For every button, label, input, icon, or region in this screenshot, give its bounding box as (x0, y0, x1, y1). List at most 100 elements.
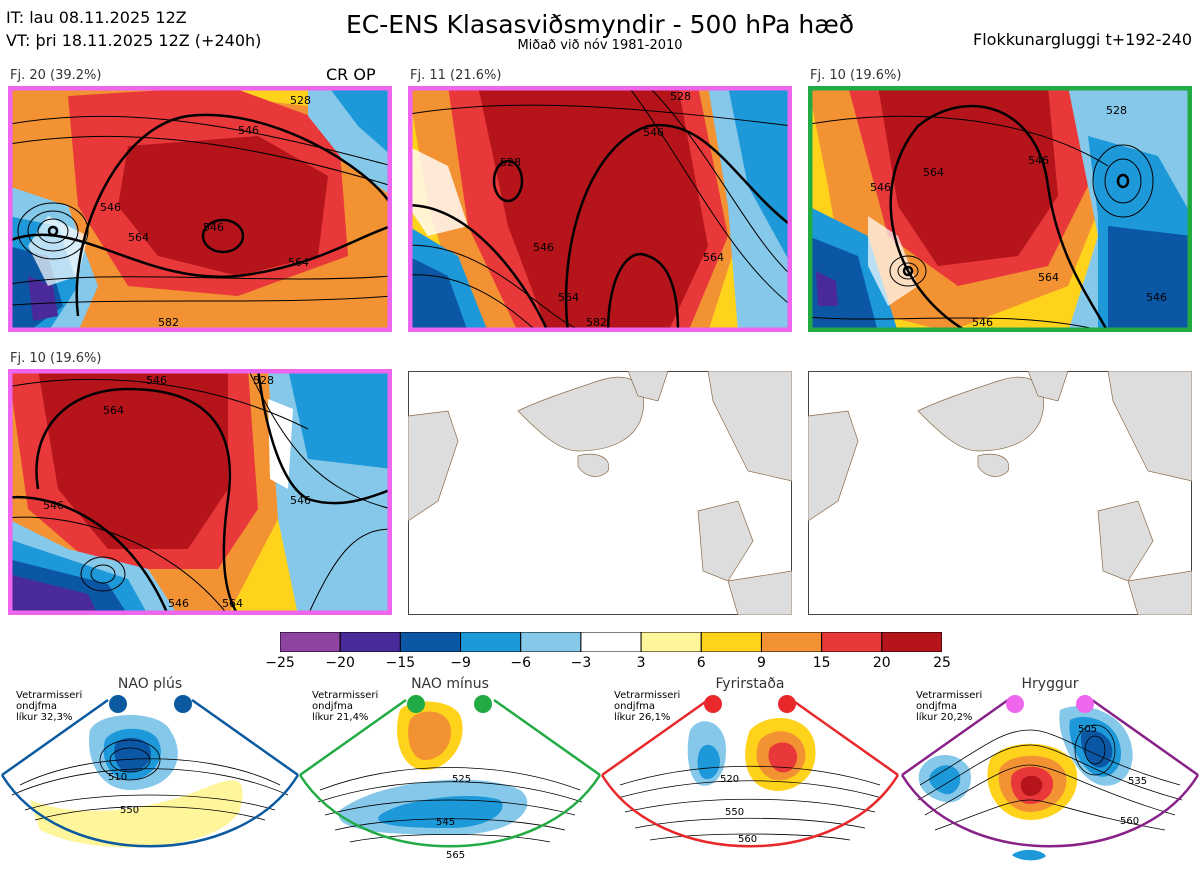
regime-2-note: Vetrarmisseri ondjfma líkur 21,4% (312, 690, 378, 723)
regime-3-dot-right (778, 695, 796, 713)
panel-3-label: Fj. 10 (19.6%) (810, 68, 902, 83)
contour-label: 546 (533, 241, 554, 254)
regime-3-map: 520 550 560 (600, 695, 900, 848)
colorbar-swatch (881, 631, 943, 653)
colorbar-tick-label: 25 (933, 655, 951, 671)
contour-label: 564 (288, 256, 309, 269)
colorbar-swatch (339, 631, 401, 653)
contour-label: 546 (870, 181, 891, 194)
regime-3-name: Fyrirstaða (715, 676, 785, 692)
classification-window: Flokkunargluggi t+192-240 (973, 30, 1192, 49)
cluster-frame (8, 369, 392, 615)
contour-label: 582 (586, 316, 607, 329)
base-map-svg (408, 371, 792, 615)
contour-label: 528 (670, 90, 691, 103)
contour-label: 546 (43, 499, 64, 512)
regime-1-name: NAO plús (117, 676, 183, 692)
contour-label: 528 (1106, 104, 1127, 117)
page-title: EC-ENS Klasasviðsmyndir - 500 hPa hæð (345, 10, 855, 39)
colorbar-swatch (700, 631, 762, 653)
contour-label: 560 (738, 834, 757, 845)
note-line: ondjfma (16, 701, 57, 712)
regime-2-dot-left (407, 695, 425, 713)
colorbar-ticks: −25 −20 −15 −9 −6 −3 3 6 9 15 20 25 (265, 655, 951, 675)
colorbar-tick-label: 3 (636, 655, 646, 671)
note-line: Vetrarmisseri (312, 690, 379, 701)
colorbar-tick-label: 15 (812, 655, 831, 671)
colorbar-swatch (821, 631, 883, 653)
contour-label: 564 (222, 597, 243, 610)
empty-base-map-2 (808, 371, 1192, 615)
contour-label: 564 (103, 404, 124, 417)
regime-maps: 510 550 525 545 565 (0, 695, 1200, 861)
base-map-svg (808, 371, 1192, 615)
colorbar-tick-label: −15 (385, 655, 416, 671)
colorbar-swatch (399, 631, 462, 653)
note-line: ondjfma (614, 701, 655, 712)
colorbar-tick-label: 9 (756, 655, 766, 671)
contour-label: 565 (446, 850, 465, 861)
contour-label: 560 (1120, 816, 1139, 827)
panel-2-label: Fj. 11 (21.6%) (410, 68, 502, 83)
colorbar-tick-label: −3 (570, 655, 592, 671)
contour-label: 510 (108, 772, 127, 783)
colorbar-tick-label: 6 (696, 655, 706, 671)
panel-1-label: Fj. 20 (39.2%) (10, 68, 102, 83)
regime-4-dot-left (1006, 695, 1024, 713)
contour-label: 546 (1028, 154, 1049, 167)
contour-label: 564 (128, 231, 149, 244)
regime-1-note: Vetrarmisseri ondjfma líkur 32,3% (16, 690, 82, 723)
regime-1-map: 510 550 (0, 695, 300, 848)
note-line: líkur 20,2% (916, 712, 973, 723)
empty-base-map-1 (408, 371, 792, 615)
contour-label: 525 (452, 774, 471, 785)
colorbar-swatch (520, 631, 582, 653)
contour-label: 546 (146, 374, 167, 387)
contour-label: 564 (1038, 271, 1059, 284)
contour-label: 546 (100, 201, 121, 214)
contour-label: 528 (290, 94, 311, 107)
regime-2-map: 525 545 565 (298, 695, 602, 861)
page-subtitle: Miðað við nóv 1981-2010 (517, 38, 683, 53)
note-line: líkur 21,4% (312, 712, 369, 723)
note-line: ondjfma (312, 701, 353, 712)
cluster-map-1: 528 546 546 564 546 564 582 (8, 86, 392, 332)
colorbar-swatch (460, 631, 522, 653)
contour-label: 582 (158, 316, 179, 329)
colorbar-swatch (279, 631, 341, 653)
cluster-map-4: 564 546 528 546 546 564 546 (8, 369, 392, 615)
contour-label: 528 (500, 156, 521, 169)
note-line: Vetrarmisseri (16, 690, 83, 701)
colorbar-swatch (640, 631, 702, 653)
regime-1-dot-left (109, 695, 127, 713)
regime-3-dot-left (704, 695, 722, 713)
cluster-frame (408, 86, 792, 332)
note-line: líkur 26,1% (614, 712, 671, 723)
cluster-map-panel-4: 564 546 528 546 546 564 546 (8, 369, 392, 615)
colorbar-tick-label: −9 (450, 655, 471, 671)
note-line: Vetrarmisseri (916, 690, 983, 701)
contour-label: 505 (1078, 724, 1097, 735)
regime-4-dot-right (1076, 695, 1094, 713)
colorbar-swatch (580, 631, 642, 653)
contour-label: 545 (436, 817, 455, 828)
colorbar-tick-label: −25 (265, 655, 295, 671)
contour-label: 546 (643, 126, 664, 139)
panel-4-label: Fj. 10 (19.6%) (10, 351, 102, 366)
contour-label: 546 (168, 597, 189, 610)
colorbar-tick-label: −20 (325, 655, 355, 671)
regime-2-dot-right (474, 695, 492, 713)
cluster-map-panel-2: 528 528 546 546 564 564 582 (408, 86, 792, 332)
note-line: ondjfma (916, 701, 957, 712)
cluster-map-panel-3: 528 546 564 546 564 546 546 (808, 86, 1192, 332)
colorbar-tick-label: 20 (872, 655, 891, 671)
colorbar-swatch (760, 631, 823, 653)
contour-label: 535 (1128, 776, 1147, 787)
panel-1-tag: CR OP (326, 65, 376, 84)
regime-4-name: Hryggur (1021, 676, 1079, 692)
cluster-map-2: 528 528 546 546 564 564 582 (408, 86, 792, 332)
regime-2-name: NAO mínus (411, 676, 489, 692)
contour-label: 546 (290, 494, 311, 507)
init-time: IT: lau 08.11.2025 12Z (6, 8, 187, 27)
note-line: Vetrarmisseri (614, 690, 681, 701)
